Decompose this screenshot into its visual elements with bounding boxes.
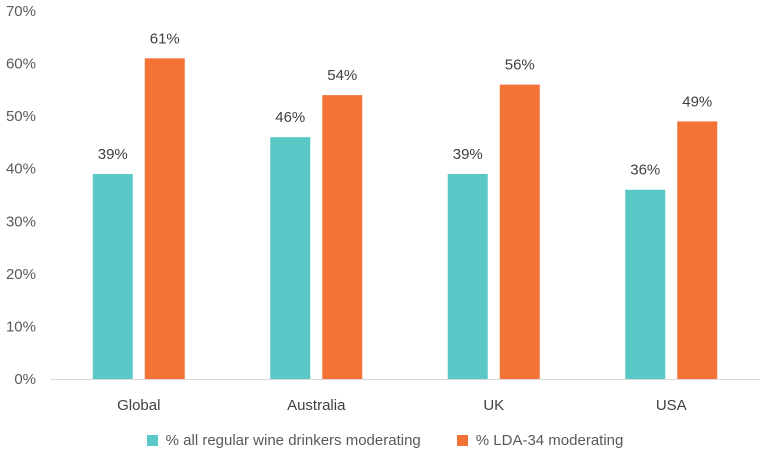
x-category-label: USA: [656, 397, 687, 414]
bar-series-1-global: [92, 173, 133, 379]
bar-series-2-uk: [499, 84, 540, 379]
legend-label-series-2: % LDA-34 moderating: [475, 431, 624, 449]
bar-chart: 0% 10% 20% 30% 40% 50% 60% 70% 39% 61% 46% 54% 39% 5…: [6, 3, 760, 414]
y-tick-label: 10%: [6, 318, 36, 335]
legend-item-series-2: % LDA-34 moderating: [456, 431, 624, 449]
legend-swatch-series-2: [456, 434, 468, 446]
y-tick-label: 20%: [6, 266, 36, 283]
bar-series-1-usa: [625, 189, 666, 379]
data-label: 56%: [505, 57, 535, 74]
x-category-label: Global: [117, 397, 160, 414]
data-label: 39%: [453, 146, 483, 163]
y-axis: 0% 10% 20% 30% 40% 50% 60% 70%: [6, 3, 36, 388]
bar-series-1-australia: [270, 137, 311, 379]
y-tick-label: 60%: [6, 56, 36, 73]
bar-series-2-australia: [322, 95, 363, 379]
y-tick-label: 30%: [6, 213, 36, 230]
data-label: 46%: [275, 109, 305, 126]
bar-series-1-uk: [447, 173, 488, 379]
x-axis: Global Australia UK USA: [50, 379, 760, 414]
x-category-label: Australia: [287, 397, 346, 414]
data-label: 36%: [630, 162, 660, 179]
data-label: 61%: [150, 30, 180, 47]
legend-label-series-1: % all regular wine drinkers moderating: [165, 431, 421, 449]
bar-series-2-global: [144, 58, 185, 380]
bars: 39% 61% 46% 54% 39% 56% 36% 49%: [92, 30, 718, 380]
bar-series-2-usa: [677, 121, 718, 380]
data-label: 49%: [682, 93, 712, 110]
y-tick-label: 70%: [6, 3, 36, 20]
x-category-label: UK: [483, 397, 504, 414]
data-label: 54%: [327, 67, 357, 84]
data-label: 39%: [98, 146, 128, 163]
y-tick-label: 0%: [14, 371, 36, 388]
y-tick-label: 50%: [6, 108, 36, 125]
y-tick-label: 40%: [6, 161, 36, 178]
legend: % all regular wine drinkers moderating %…: [0, 428, 770, 452]
legend-swatch-series-1: [146, 434, 158, 446]
legend-item-series-1: % all regular wine drinkers moderating: [146, 431, 421, 449]
